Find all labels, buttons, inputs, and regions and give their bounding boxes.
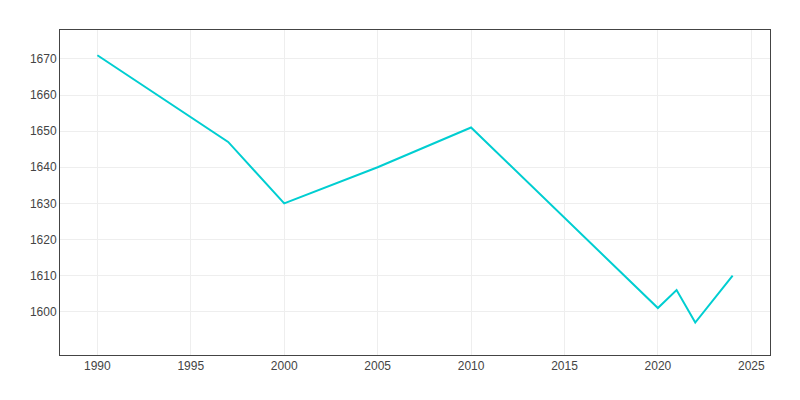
svg-text:1670: 1670 bbox=[30, 52, 57, 66]
svg-text:1660: 1660 bbox=[30, 88, 57, 102]
svg-text:2015: 2015 bbox=[551, 359, 578, 373]
svg-text:2005: 2005 bbox=[364, 359, 391, 373]
svg-text:1995: 1995 bbox=[177, 359, 204, 373]
svg-text:1990: 1990 bbox=[84, 359, 111, 373]
svg-text:2020: 2020 bbox=[645, 359, 672, 373]
svg-text:1600: 1600 bbox=[30, 305, 57, 319]
svg-text:2000: 2000 bbox=[271, 359, 298, 373]
svg-text:1640: 1640 bbox=[30, 160, 57, 174]
svg-text:2010: 2010 bbox=[458, 359, 485, 373]
svg-text:1630: 1630 bbox=[30, 197, 57, 211]
svg-text:2025: 2025 bbox=[738, 359, 765, 373]
svg-text:1620: 1620 bbox=[30, 233, 57, 247]
svg-text:1610: 1610 bbox=[30, 269, 57, 283]
svg-text:1650: 1650 bbox=[30, 124, 57, 138]
